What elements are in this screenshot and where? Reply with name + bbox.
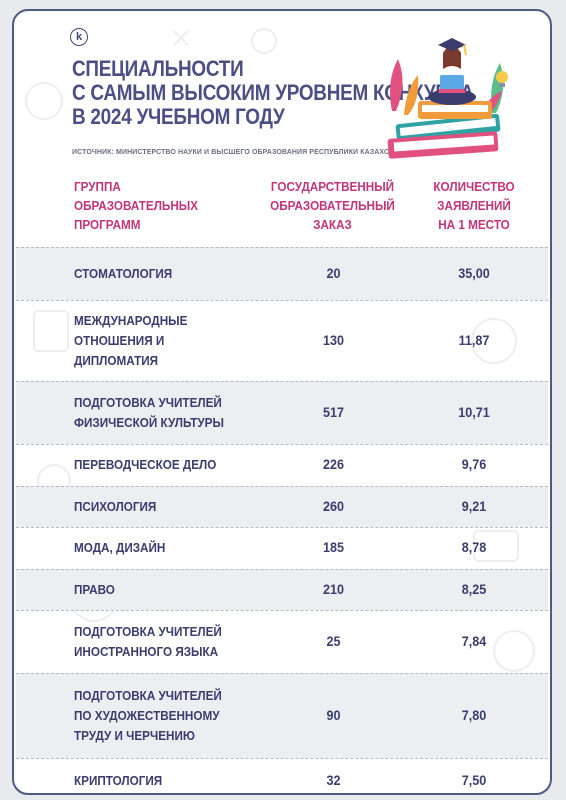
- program-name: ПОДГОТОВКА УЧИТЕЛЕЙ ФИЗИЧЕСКОЙ КУЛЬТУРЫ: [74, 393, 224, 433]
- program-name: КРИПТОЛОГИЯ: [74, 771, 162, 791]
- infographic-card: k СПЕЦИАЛЬНОСТИ С САМЫМ ВЫСОКИМ УРОВНЕМ …: [12, 9, 552, 795]
- table-row: ПРАВО 210 8,25: [16, 569, 548, 610]
- program-name-line: ПЕРЕВОДЧЕСКОЕ ДЕЛО: [74, 457, 217, 472]
- specialties-table: ГРУППА ОБРАЗОВАТЕЛЬНЫХ ПРОГРАММ ГОСУДАРС…: [16, 165, 548, 793]
- page-title: СПЕЦИАЛЬНОСТИ С САМЫМ ВЫСОКИМ УРОВНЕМ КО…: [72, 56, 474, 129]
- table-row: СТОМАТОЛОГИЯ 20 35,00: [16, 247, 548, 300]
- applications-value: 7,84: [461, 633, 487, 649]
- program-name-line: ПОДГОТОВКА УЧИТЕЛЕЙ: [74, 624, 222, 639]
- program-name-line: СТОМАТОЛОГИЯ: [74, 266, 173, 281]
- applications-value: 9,76: [461, 456, 487, 472]
- student-on-books-illustration: [387, 38, 508, 159]
- program-name-line: ДИПЛОМАТИЯ: [74, 353, 159, 368]
- program-name-line: ПОДГОТОВКА УЧИТЕЛЕЙ: [74, 395, 222, 410]
- table-row: ПОДГОТОВКА УЧИТЕЛЕЙ ИНОСТРАННОГО ЯЗЫКА 2…: [16, 610, 548, 673]
- program-name: МЕЖДУНАРОДНЫЕ ОТНОШЕНИЯ И ДИПЛОМАТИЯ: [74, 311, 187, 371]
- applications-value: 8,78: [461, 539, 487, 555]
- header-line: ЗАЯВЛЕНИЙ: [437, 198, 511, 213]
- header-line: ПРОГРАММ: [74, 217, 141, 232]
- state-order-value: 226: [322, 456, 345, 472]
- state-order-value: 130: [322, 332, 345, 348]
- state-order-value: 25: [326, 633, 341, 649]
- state-order-value: 260: [322, 498, 345, 514]
- program-name-line: ФИЗИЧЕСКОЙ КУЛЬТУРЫ: [74, 415, 224, 430]
- program-name-line: ПО ХУДОЖЕСТВЕННОМУ: [74, 708, 220, 723]
- applications-value: 7,80: [461, 707, 487, 723]
- program-name: СТОМАТОЛОГИЯ: [74, 264, 172, 284]
- title-line: В 2024 УЧЕБНОМ ГОДУ: [72, 104, 285, 129]
- column-header-applications-per-place: КОЛИЧЕСТВО ЗАЯВЛЕНИЙ НА 1 МЕСТО: [411, 177, 537, 234]
- program-name-line: КРИПТОЛОГИЯ: [74, 773, 163, 788]
- table-row: ПСИХОЛОГИЯ 260 9,21: [16, 486, 548, 527]
- header-line: НА 1 МЕСТО: [438, 217, 510, 232]
- program-name-line: ПСИХОЛОГИЯ: [74, 499, 157, 514]
- program-name: ПЕРЕВОДЧЕСКОЕ ДЕЛО: [74, 455, 216, 475]
- state-order-value: 32: [326, 772, 341, 788]
- table-row: ПОДГОТОВКА УЧИТЕЛЕЙ ПО ХУДОЖЕСТВЕННОМУ Т…: [16, 673, 548, 758]
- source-note: ИСТОЧНИК: МИНИСТЕРСТВО НАУКИ И ВЫСШЕГО О…: [72, 149, 404, 156]
- brand-logo: k: [70, 28, 88, 46]
- program-name-line: ПОДГОТОВКА УЧИТЕЛЕЙ: [74, 688, 222, 703]
- program-name-line: ИНОСТРАННОГО ЯЗЫКА: [74, 644, 219, 659]
- state-order-value: 185: [322, 539, 345, 555]
- table-row: ПЕРЕВОДЧЕСКОЕ ДЕЛО 226 9,76: [16, 444, 548, 486]
- state-order-value: 210: [322, 581, 345, 597]
- table-row: КРИПТОЛОГИЯ 32 7,50: [16, 758, 548, 793]
- program-name: МОДА, ДИЗАЙН: [74, 538, 165, 558]
- table-header: ГРУППА ОБРАЗОВАТЕЛЬНЫХ ПРОГРАММ ГОСУДАРС…: [16, 165, 548, 247]
- program-name: ПОДГОТОВКА УЧИТЕЛЕЙ ПО ХУДОЖЕСТВЕННОМУ Т…: [74, 686, 222, 746]
- header-line: ОБРАЗОВАТЕЛЬНЫЙ: [270, 198, 395, 213]
- program-name: ПСИХОЛОГИЯ: [74, 497, 156, 517]
- header-line: ЗАКАЗ: [313, 217, 352, 232]
- applications-value: 35,00: [458, 265, 490, 281]
- applications-value: 10,71: [458, 404, 490, 420]
- program-name-line: МОДА, ДИЗАЙН: [74, 540, 166, 555]
- header-line: ГОСУДАРСТВЕННЫЙ: [270, 179, 395, 194]
- state-order-value: 517: [322, 404, 345, 420]
- applications-value: 7,50: [461, 772, 487, 788]
- table-row: ПОДГОТОВКА УЧИТЕЛЕЙ ФИЗИЧЕСКОЙ КУЛЬТУРЫ …: [16, 381, 548, 444]
- column-header-group: ГРУППА ОБРАЗОВАТЕЛЬНЫХ ПРОГРАММ: [74, 177, 198, 234]
- program-name-line: ОТНОШЕНИЯ И: [74, 333, 165, 348]
- applications-value: 9,21: [461, 498, 487, 514]
- table-row: МОДА, ДИЗАЙН 185 8,78: [16, 527, 548, 569]
- program-name: ПОДГОТОВКА УЧИТЕЛЕЙ ИНОСТРАННОГО ЯЗЫКА: [74, 622, 222, 662]
- applications-value: 8,25: [461, 581, 487, 597]
- state-order-value: 20: [326, 265, 341, 281]
- state-order-value: 90: [326, 707, 341, 723]
- title-line: СПЕЦИАЛЬНОСТИ: [72, 56, 244, 81]
- table-row: МЕЖДУНАРОДНЫЕ ОТНОШЕНИЯ И ДИПЛОМАТИЯ 130…: [16, 300, 548, 381]
- column-header-state-order: ГОСУДАРСТВЕННЫЙ ОБРАЗОВАТЕЛЬНЫЙ ЗАКАЗ: [267, 177, 398, 234]
- header-line: КОЛИЧЕСТВО: [433, 179, 515, 194]
- program-name-line: МЕЖДУНАРОДНЫЕ: [74, 313, 188, 328]
- program-name: ПРАВО: [74, 580, 115, 600]
- program-name-line: ПРАВО: [74, 582, 115, 597]
- program-name-line: ТРУДУ И ЧЕРЧЕНИЮ: [74, 728, 195, 743]
- header-line: ГРУППА: [74, 179, 121, 194]
- applications-value: 11,87: [458, 332, 490, 348]
- title-line: С САМЫМ ВЫСОКИМ УРОВНЕМ КОНКУРСА: [72, 80, 474, 105]
- header-line: ОБРАЗОВАТЕЛЬНЫХ: [74, 198, 199, 213]
